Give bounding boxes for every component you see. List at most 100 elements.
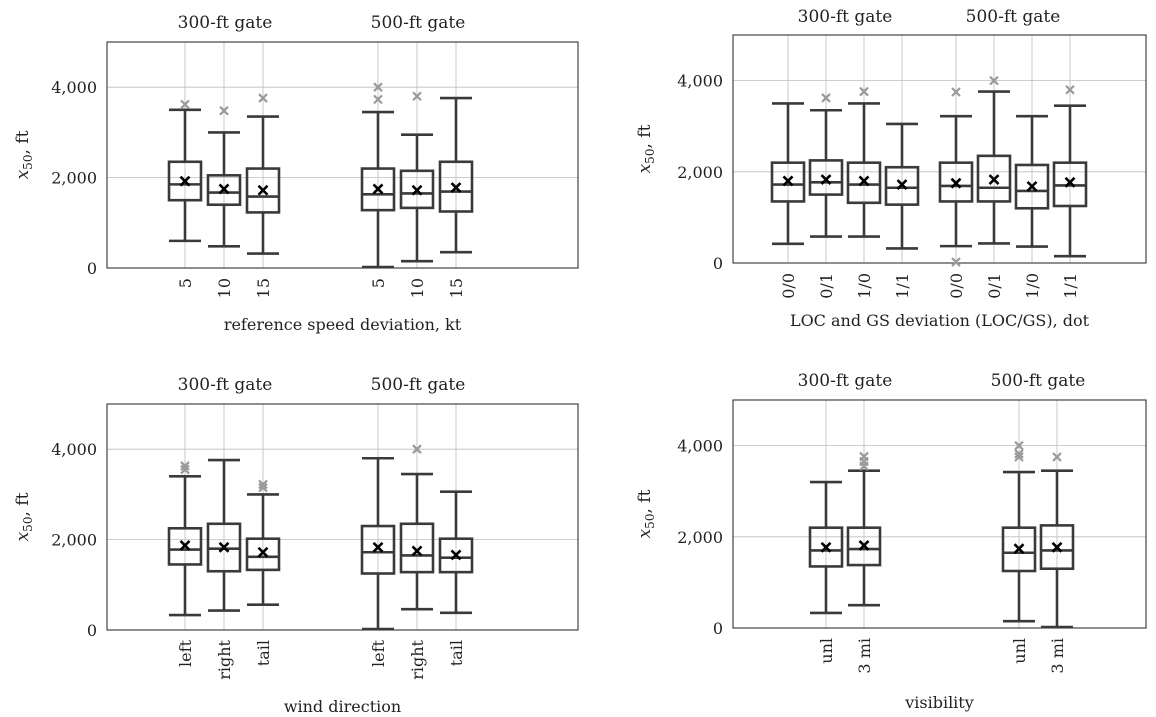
mean-marker <box>820 541 832 553</box>
mean-marker <box>988 174 1000 185</box>
x-tick-label: tail <box>254 640 273 666</box>
x-tick-label: 1/1 <box>1061 273 1080 299</box>
chart-panel-top-right: 0 2,000 4,000 x50, ft LOC and GS deviation (… <box>635 7 1147 330</box>
mean-marker <box>257 546 269 558</box>
outlier-marker <box>258 93 268 103</box>
iqr-box <box>206 174 242 207</box>
iqr-box <box>846 161 882 205</box>
x-tick-label: 5 <box>369 278 388 288</box>
outlier-marker <box>180 99 190 110</box>
x-tick-label: right <box>215 639 234 679</box>
chart-panel-bottom-right: 0 2,000 4,000 x50, ft visibility 300-ft gate u… <box>635 371 1147 712</box>
x-tick-label: unl <box>817 638 836 664</box>
x-axis-label: wind direction <box>284 697 401 716</box>
outlier-marker <box>412 91 422 102</box>
plot-frame <box>106 403 579 631</box>
iqr-box <box>846 526 882 567</box>
mean-marker <box>179 540 191 551</box>
iqr-box <box>1001 526 1037 573</box>
y-tick-label: 4,000 <box>677 72 723 91</box>
iqr-box <box>976 154 1012 203</box>
y-tick-label: 2,000 <box>51 169 97 188</box>
iqr-box <box>808 526 844 568</box>
group-title: 500-ft gate <box>371 375 466 395</box>
outlier-marker <box>373 94 383 105</box>
outlier-marker <box>859 86 869 97</box>
outlier-marker <box>258 479 268 490</box>
x-tick-label: 1/1 <box>893 273 912 299</box>
outlier-marker <box>1014 452 1024 462</box>
iqr-box <box>245 537 281 572</box>
mean-marker <box>1064 176 1076 188</box>
x-tick-label: 1/0 <box>1023 273 1042 299</box>
y-tick-label: 4,000 <box>51 78 97 97</box>
x-tick-label: 15 <box>447 278 466 298</box>
outlier-marker <box>989 75 999 86</box>
mean-marker <box>411 184 423 196</box>
x-tick-label: 3 mi <box>855 638 874 674</box>
x-axis-label: visibility <box>904 693 974 712</box>
iqr-box <box>399 169 435 210</box>
mean-marker <box>1051 541 1063 553</box>
y-tick-label: 0 <box>87 621 97 640</box>
group-title: 300-ft gate <box>798 7 893 27</box>
mean-marker <box>1013 543 1025 555</box>
mean-marker <box>450 549 462 561</box>
x-tick-label: left <box>176 639 195 667</box>
y-tick-label: 2,000 <box>677 163 723 182</box>
iqr-box <box>438 537 474 574</box>
iqr-box <box>360 524 396 575</box>
x-tick-label: 10 <box>408 278 427 298</box>
x-tick-label: tail <box>447 640 466 666</box>
iqr-box <box>245 167 281 214</box>
mean-marker <box>372 183 384 195</box>
iqr-box <box>399 522 435 574</box>
outlier-marker <box>1014 449 1024 459</box>
outlier-marker <box>412 444 422 454</box>
x-tick-label: right <box>408 639 427 679</box>
x-tick-label: 1/0 <box>855 273 874 299</box>
outlier-marker <box>1014 440 1024 451</box>
group-title: 300-ft gate <box>178 375 273 395</box>
mean-marker <box>218 541 230 553</box>
chart-panel-top-left: 0 2,000 4,000 x50, ft reference speed deviat… <box>13 13 579 334</box>
iqr-box <box>938 161 974 203</box>
iqr-box <box>360 167 396 212</box>
outlier-marker <box>951 87 961 97</box>
mean-marker <box>218 183 230 195</box>
outlier-marker <box>373 82 383 92</box>
mean-marker <box>896 179 908 190</box>
iqr-box <box>167 160 203 202</box>
y-tick-label: 4,000 <box>51 440 97 459</box>
group-title: 300-ft gate <box>178 13 273 33</box>
outlier-marker <box>180 461 190 471</box>
x-tick-label: 0/1 <box>817 273 836 299</box>
group-title: 300-ft gate <box>798 371 893 391</box>
y-tick-label: 2,000 <box>677 528 723 547</box>
iqr-box <box>438 160 474 213</box>
y-tick-label: 0 <box>713 619 723 638</box>
mean-marker <box>858 175 870 187</box>
y-axis-label: x50, ft <box>13 492 35 541</box>
x-axis-label: reference speed deviation, kt <box>224 315 462 334</box>
outlier-marker <box>859 451 869 462</box>
x-tick-label: 3 mi <box>1048 638 1067 674</box>
iqr-box <box>770 161 806 203</box>
x-tick-label: 5 <box>176 278 195 288</box>
mean-marker <box>411 545 423 557</box>
outlier-marker <box>219 105 229 116</box>
group-title: 500-ft gate <box>966 7 1061 27</box>
iqr-box <box>1014 163 1050 210</box>
y-axis-label: x50, ft <box>635 489 657 538</box>
x-axis-label: LOC and GS deviation (LOC/GS), dot <box>790 311 1090 330</box>
outlier-marker <box>951 257 961 267</box>
outlier-marker <box>1052 452 1062 462</box>
plot-frame <box>732 34 1147 264</box>
iqr-box <box>884 165 920 206</box>
mean-marker <box>1026 180 1038 192</box>
chart-panel-bottom-left: 0 2,000 4,000 x50, ft wind direction 300-ft g… <box>13 375 579 716</box>
mean-marker <box>372 541 384 553</box>
x-tick-label: unl <box>1010 638 1029 664</box>
y-tick-label: 4,000 <box>677 437 723 456</box>
y-axis-label: x50, ft <box>635 124 657 173</box>
